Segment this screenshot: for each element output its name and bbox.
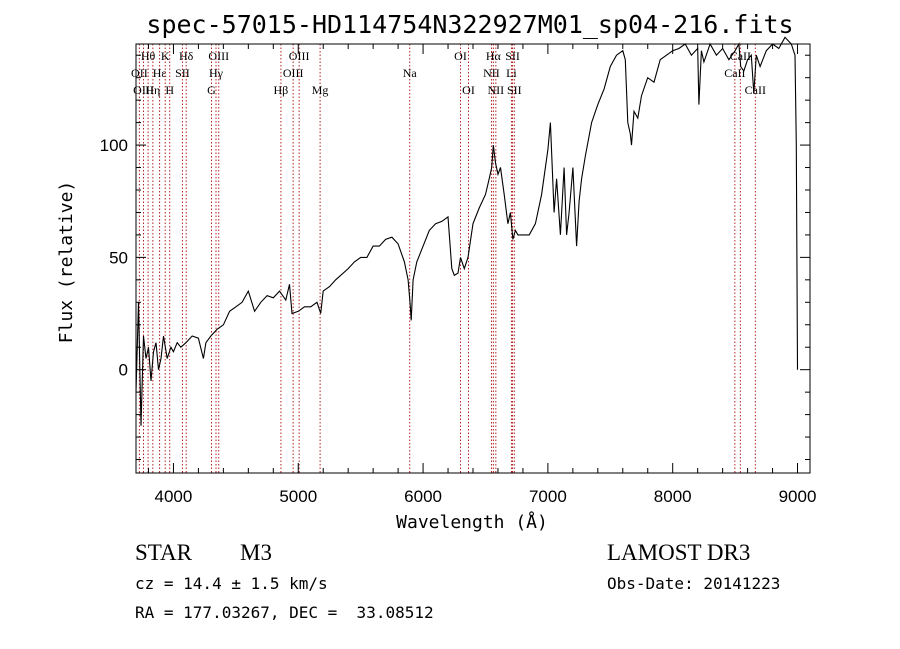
spectral-line-label: Li xyxy=(506,66,517,80)
spectral-line-label: NII xyxy=(488,83,505,97)
x-tick-label: 4000 xyxy=(155,487,193,506)
survey-name: LAMOST DR3 xyxy=(607,540,751,565)
observation-date: Obs-Date: 20141223 xyxy=(607,574,781,593)
spectral-line-label: CaII xyxy=(745,83,766,97)
spectral-line-label: Hθ xyxy=(141,49,156,63)
object-type: STAR xyxy=(135,540,192,565)
chart-title: spec-57015-HD114754N322927M01_sp04-216.f… xyxy=(146,10,793,39)
x-tick-label: 7000 xyxy=(529,487,567,506)
spectral-line-label: NII xyxy=(483,66,500,80)
spectral-line-label: H xyxy=(165,83,174,97)
x-tick-label: 6000 xyxy=(404,487,442,506)
spectral-line-label: OI xyxy=(454,49,467,63)
spectrum-line xyxy=(135,36,799,426)
y-axis-label: Flux (relative) xyxy=(56,181,77,344)
spectral-line-label: Hβ xyxy=(274,83,289,97)
x-tick-label: 5000 xyxy=(279,487,317,506)
spectral-line-markers xyxy=(138,44,756,473)
spectral-line-label: Hη xyxy=(145,83,160,97)
redshift-value: cz = 14.4 ± 1.5 km/s xyxy=(135,574,328,593)
x-tick-label: 9000 xyxy=(779,487,817,506)
spectral-line-label: SII xyxy=(505,49,520,63)
spectral-line-label: Hα xyxy=(486,49,502,63)
spectral-line-label: CaII xyxy=(730,49,751,63)
spectral-line-label: OIII xyxy=(133,83,154,97)
spectral-line-label: SII xyxy=(507,83,522,97)
spectral-line-label: Hγ xyxy=(209,66,224,80)
spectral-line-label: OI xyxy=(462,83,475,97)
plot-frame xyxy=(135,43,811,474)
sky-coordinates: RA = 177.03267, DEC = 33.08512 xyxy=(135,603,434,622)
spectral-line-label: OII xyxy=(131,66,148,80)
spectral-line-label: CaII xyxy=(724,66,745,80)
spectral-line-label: SII xyxy=(175,66,190,80)
y-tick-label: 100 xyxy=(100,136,128,155)
spectral-line-label: OIII xyxy=(283,66,304,80)
y-tick-label: 50 xyxy=(109,248,128,267)
spectral-line-label: Hε xyxy=(153,66,167,80)
spectral-line-labels: HθOIIOIIIHεHηKHSIIHδGHγOIIIHβOIIIOIIIMgN… xyxy=(131,49,766,97)
x-tick-label: 8000 xyxy=(654,487,692,506)
spectral-line-label: OIII xyxy=(208,49,229,63)
spectral-line-label: Mg xyxy=(312,83,329,97)
spectral-line-label: OIII xyxy=(289,49,310,63)
spectral-line-label: Na xyxy=(403,66,418,80)
spectral-line-label: G xyxy=(207,83,216,97)
x-axis-label: Wavelength (Å) xyxy=(396,511,548,533)
object-subclass: M3 xyxy=(240,540,272,565)
axis-ticks: 4000 5000 6000 7000 8000 9000 0 50 100 xyxy=(100,44,817,506)
spectral-line-label: K xyxy=(161,49,170,63)
y-tick-label: 0 xyxy=(119,361,128,380)
spectral-line-label: Hδ xyxy=(179,49,194,63)
